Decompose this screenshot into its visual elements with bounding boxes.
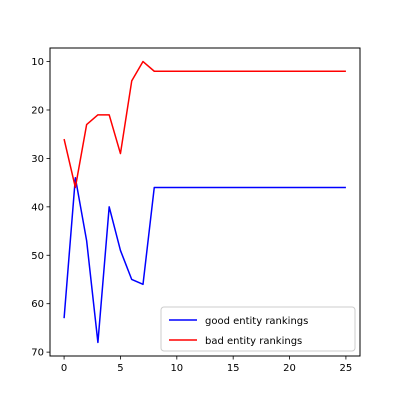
y-tick-label: 60 bbox=[31, 299, 44, 310]
series-layer bbox=[63, 60, 346, 344]
y-tick-label: 20 bbox=[31, 105, 44, 116]
x-tick-label: 10 bbox=[170, 363, 183, 374]
x-tick-label: 15 bbox=[227, 363, 240, 374]
y-tick-label: 40 bbox=[31, 202, 44, 213]
x-tick-label: 0 bbox=[61, 363, 67, 374]
x-tick-label: 5 bbox=[117, 363, 123, 374]
y-tick-label: 30 bbox=[31, 154, 44, 165]
plot-frame bbox=[49, 47, 361, 357]
y-tick-label: 10 bbox=[31, 57, 44, 68]
y-axis: 10 20 30 40 50 60 70 bbox=[31, 57, 50, 359]
legend-box bbox=[160, 306, 356, 352]
y-tick-label: 50 bbox=[31, 251, 44, 262]
series-line-1 bbox=[63, 60, 346, 189]
y-tick-label: 70 bbox=[31, 348, 44, 359]
x-tick-label: 25 bbox=[340, 363, 353, 374]
x-tick-label: 20 bbox=[283, 363, 296, 374]
legend: good entity rankings bad entity rankings bbox=[160, 306, 356, 352]
series-line-0 bbox=[63, 177, 346, 344]
x-axis: 0 5 10 15 20 25 bbox=[61, 356, 352, 374]
legend-label-1: bad entity rankings bbox=[205, 336, 302, 347]
legend-label-0: good entity rankings bbox=[205, 316, 308, 327]
